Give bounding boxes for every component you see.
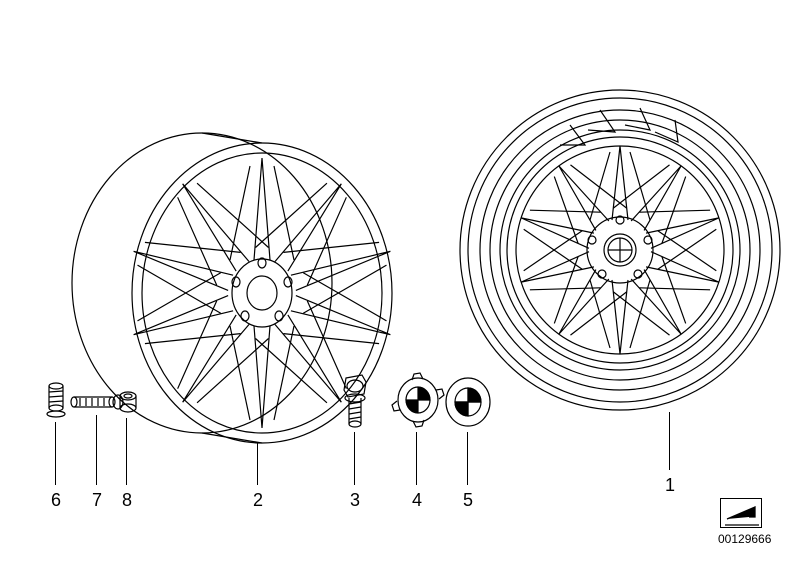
- callout-4: 4: [412, 490, 422, 511]
- leader-2: [257, 443, 258, 485]
- document-id: 00129666: [718, 532, 771, 546]
- callout-8: 8: [122, 490, 132, 511]
- valve-cap: [44, 380, 68, 420]
- wheel-bolt: [336, 372, 376, 432]
- callout-1: 1: [665, 475, 675, 496]
- valve-nut: [116, 388, 140, 416]
- leader-6: [55, 422, 56, 485]
- center-cap: [442, 376, 494, 428]
- leader-1: [669, 412, 670, 470]
- leader-3: [354, 432, 355, 485]
- hub-cap-emblem: [390, 372, 446, 428]
- leader-7: [96, 415, 97, 485]
- leader-4: [416, 432, 417, 485]
- callout-2: 2: [253, 490, 263, 511]
- wheel-with-tire-assembly: [440, 70, 800, 430]
- leader-5: [467, 432, 468, 485]
- callout-5: 5: [463, 490, 473, 511]
- callout-3: 3: [350, 490, 360, 511]
- leader-8: [126, 418, 127, 485]
- callout-7: 7: [92, 490, 102, 511]
- catalog-corner-icon: [720, 498, 762, 528]
- callout-6: 6: [51, 490, 61, 511]
